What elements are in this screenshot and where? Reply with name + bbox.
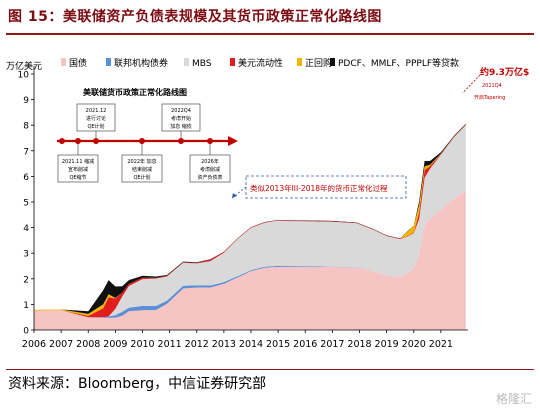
y-tick-label: 5 [23, 199, 29, 209]
callout-text: 类似2013年III-2018年的货币正常化过程 [250, 183, 388, 193]
y-tick-label: 4 [23, 224, 29, 234]
x-tick-label: 2012 [185, 339, 209, 350]
y-tick-label: 1 [23, 301, 29, 311]
x-tick-label: 2009 [103, 339, 127, 350]
legend-swatch-agency [106, 58, 111, 66]
x-tick-label: 2021 [429, 339, 453, 350]
x-tick-label: 2015 [266, 339, 290, 350]
x-tick-label: 2007 [49, 339, 73, 350]
roadmap-bottom-dot [139, 138, 145, 144]
roadmap-bottom-box [57, 154, 99, 183]
roadmap-bottom-dot [207, 138, 213, 144]
legend-swatch-usd_liquidity [230, 58, 235, 66]
roadmap-bottom-text: 2022年 加息 [127, 158, 156, 165]
peak-label: 约9.3万亿$ [480, 66, 529, 78]
roadmap-bottom-text: 宣布削减 [68, 166, 88, 173]
y-tick-label: 10 [18, 71, 30, 81]
roadmap-top-text: 2022Q4 [171, 108, 191, 114]
y-tick-label: 0 [23, 327, 29, 337]
source-rule [6, 369, 534, 370]
roadmap-bottom-text: 考虑削减 [200, 166, 220, 173]
roadmap-bottom-box [121, 154, 163, 183]
roadmap-bottom-text: 2026年 [201, 158, 219, 165]
roadmap-bottom-text: 结束削减 [132, 166, 152, 173]
y-unit-label: 万亿美元 [6, 60, 42, 72]
y-tick-label: 3 [23, 250, 29, 260]
x-tick-label: 2013 [212, 339, 236, 350]
x-tick-label: 2011 [158, 339, 182, 350]
y-tick-label: 2 [23, 275, 29, 285]
area-treasuries [34, 190, 466, 330]
roadmap-top-text: 进行讨论 [86, 115, 106, 122]
y-tick-label: 7 [23, 147, 29, 157]
x-tick-label: 2018 [347, 339, 371, 350]
y-tick-label: 6 [23, 173, 29, 183]
annotations: 约9.3万亿$ 2021Q4 开启Tapering 类似2013年III-2018年的… [57, 66, 529, 199]
x-tick-label: 2008 [76, 339, 100, 350]
title-rule [6, 33, 534, 35]
legend-label-usd_liquidity: 美元流动性 [238, 57, 283, 69]
roadmap-arrowhead [228, 136, 238, 146]
axes: 万亿美元 0 1 2 3 4 5 6 7 8 9 10 2006 2007 2008 2009 2010 2011… [6, 60, 468, 350]
callout-arrow [231, 186, 247, 199]
x-tick-label: 2019 [375, 339, 399, 350]
legend-swatch-facilities [330, 58, 335, 66]
legend-label-mbs: MBS [192, 59, 212, 69]
roadmap-title: 美联储货币政策正常化路线图 [83, 87, 187, 97]
roadmap-top-dot [93, 138, 99, 144]
roadmap-top-text: 考虑开始 [171, 115, 191, 122]
legend-swatch-mbs [184, 58, 189, 66]
legend: 国债 联邦机构债券 MBS 美元流动性 正回购 PDCF、MMLF、PPPLF等贷款 [61, 57, 459, 69]
legend-label-repo: 正回购 [305, 57, 332, 69]
source-note: 资料来源：Bloomberg，中信证券研究部 [8, 376, 267, 392]
peak-leader-line [462, 74, 481, 94]
x-tick-label: 2017 [320, 339, 344, 350]
roadmap-bottom-box [189, 154, 231, 183]
peak-sub1: 2021Q4 [482, 83, 502, 89]
roadmap-bottom-text: 资产负债表 [197, 174, 222, 181]
legend-label-treasuries: 国债 [69, 57, 87, 69]
legend-label-agency: 联邦机构债券 [114, 57, 168, 69]
x-tick-label: 2010 [130, 339, 154, 350]
roadmap-top-dot [178, 138, 184, 144]
roadmap-bottom-text: QE计划 [133, 174, 150, 181]
roadmap-start-dot [59, 138, 65, 144]
roadmap-bottom-text: 2021.11 缩减 [62, 158, 94, 165]
roadmap-bottom-dot [75, 138, 81, 144]
y-tick-label: 9 [23, 96, 29, 106]
x-tick-label: 2006 [22, 339, 46, 350]
figure-title: 图 15：美联储资产负债表规模及其货币政策正常化路线图 [8, 9, 382, 25]
legend-label-facilities: PDCF、MMLF、PPPLF等贷款 [338, 57, 459, 69]
legend-swatch-treasuries [61, 58, 66, 66]
roadmap-top-text: 加息 缩债 [170, 123, 192, 130]
stacked-areas [34, 123, 466, 330]
roadmap-bottom-text: QE缩节 [69, 174, 86, 181]
watermark: 格隆汇 [495, 392, 532, 406]
callout-arrowhead [232, 193, 237, 198]
x-tick-label: 2016 [293, 339, 317, 350]
roadmap-top-text: QE计划 [87, 123, 104, 130]
peak-sub2: 开启Tapering [474, 94, 505, 101]
x-tick-label: 2020 [402, 339, 426, 350]
legend-swatch-repo [297, 58, 302, 66]
roadmap-top-box [161, 103, 201, 132]
roadmap-top-text: 2021.12 [86, 108, 107, 114]
y-tick-label: 8 [23, 122, 29, 132]
x-tick-label: 2014 [239, 339, 263, 350]
